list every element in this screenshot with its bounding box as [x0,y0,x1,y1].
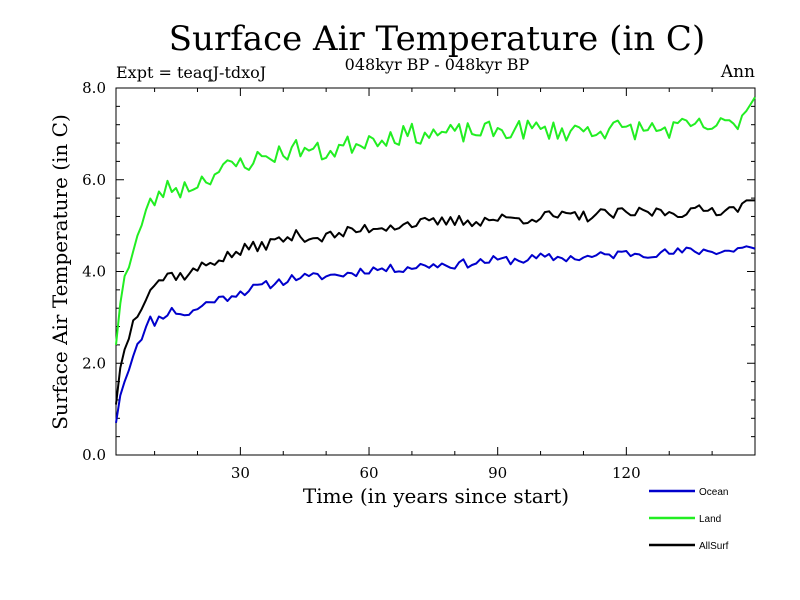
x-tick-label: 30 [231,464,250,482]
y-axis: 0.0 2.0 4.0 6.0 8.0 [82,79,755,464]
x-tick-label: 60 [359,464,378,482]
series-line-land [115,96,756,346]
x-axis-label: Time (in years since start) [303,484,569,508]
legend-label-allsurf: AllSurf [699,541,729,552]
chart-subtitle: 048kyr BP - 048kyr BP [345,55,530,74]
legend-label-land: Land [699,514,721,525]
plot-frame [115,87,756,456]
x-tick-label: 120 [612,464,641,482]
legend: Ocean Land AllSurf [649,487,729,552]
series-line-allsurf [115,199,755,405]
experiment-label: Expt = teaqJ-tdxoJ [116,63,266,82]
y-tick-label: 6.0 [82,171,106,189]
y-tick-label: 4.0 [82,263,106,281]
y-tick-label: 2.0 [82,354,106,372]
x-axis: 30 60 90 120 [154,88,756,482]
period-label: Ann [720,62,755,82]
chart-title: Surface Air Temperature (in C) [169,19,705,59]
y-tick-label: 0.0 [82,446,106,464]
series-line-ocean [115,245,756,424]
series-lines [115,96,756,424]
y-axis-label: Surface Air Temperature (in C) [48,114,72,430]
x-tick-label: 90 [488,464,507,482]
y-tick-label: 8.0 [82,79,106,97]
legend-label-ocean: Ocean [699,487,728,498]
